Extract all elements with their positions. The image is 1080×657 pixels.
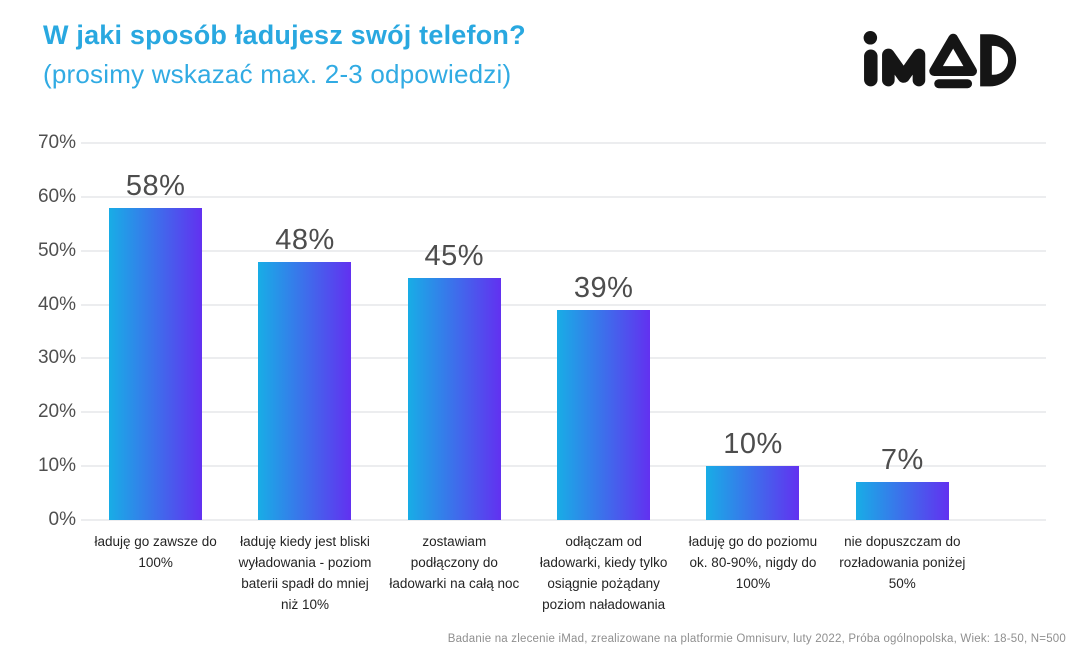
- y-tick-label: 60%: [37, 185, 76, 207]
- imad-logo: [862, 27, 1020, 95]
- bar: [855, 482, 949, 520]
- y-tick-label: 50%: [37, 239, 76, 261]
- page-title: W jaki sposób ładujesz swój telefon?: [43, 20, 526, 50]
- y-tick-label: 70%: [37, 132, 76, 153]
- page-subtitle: (prosimy wskazać max. 2-3 odpowiedzi): [43, 59, 512, 89]
- category-label: ładuję go do poziomu ok. 80-90%, nigdy d…: [688, 534, 818, 591]
- bar-value-label: 39%: [573, 271, 634, 304]
- gridline: [81, 303, 1046, 306]
- category-label: ładuję kiedy jest bliski wyładowania - p…: [238, 534, 372, 612]
- bar-value-label: 48%: [275, 223, 335, 256]
- bar-slot: 10%: [678, 143, 827, 520]
- category-label: nie dopuszczam do rozładowania poniżej 5…: [839, 534, 966, 591]
- category-label: ładuję go zawsze do 100%: [94, 534, 217, 570]
- bar-slot: 7%: [828, 143, 977, 520]
- gridline: [81, 195, 1046, 198]
- bar-slot: 45%: [380, 143, 529, 520]
- bar-slot: 39%: [529, 143, 678, 520]
- bar-slot: 48%: [230, 143, 379, 520]
- y-axis-labels: 0% 10% 20% 30% 40% 50% 60% 70%: [16, 132, 76, 530]
- y-tick-label: 40%: [37, 293, 76, 315]
- y-tick-label: 10%: [37, 455, 76, 477]
- gridline: [81, 249, 1046, 252]
- category-label: odłączam od ładowarki, kiedy tylko osiąg…: [539, 534, 668, 612]
- bar: [109, 207, 203, 520]
- bar-value-label: 10%: [723, 428, 783, 461]
- bar: [706, 466, 800, 520]
- y-tick-label: 30%: [37, 347, 76, 369]
- bar: [407, 277, 501, 520]
- bar: [258, 261, 352, 520]
- gridline: [81, 519, 1046, 521]
- bar-value-label: 45%: [424, 239, 485, 272]
- imad-logo-icon: [863, 31, 1017, 89]
- bar-value-label: 7%: [880, 444, 924, 477]
- bars: 58% 48% 45% 39% 10% 7%: [81, 143, 977, 520]
- y-tick-label: 20%: [37, 401, 76, 423]
- gridline: [81, 142, 1046, 144]
- category-labels: ładuję go zawsze do 100% ładuję kiedy jes…: [81, 532, 977, 616]
- y-tick-label: 0%: [48, 509, 76, 530]
- bar-slot: 58%: [81, 143, 230, 520]
- bar: [557, 309, 651, 520]
- category-label: zostawiam podłączony do ładowarki na cał…: [389, 534, 520, 591]
- bar-chart: 58% 48% 45% 39% 10% 7%: [81, 142, 1046, 521]
- source-note: Badanie na zlecenie iMad, zrealizowane n…: [447, 633, 1066, 645]
- bar-value-label: 58%: [125, 169, 186, 202]
